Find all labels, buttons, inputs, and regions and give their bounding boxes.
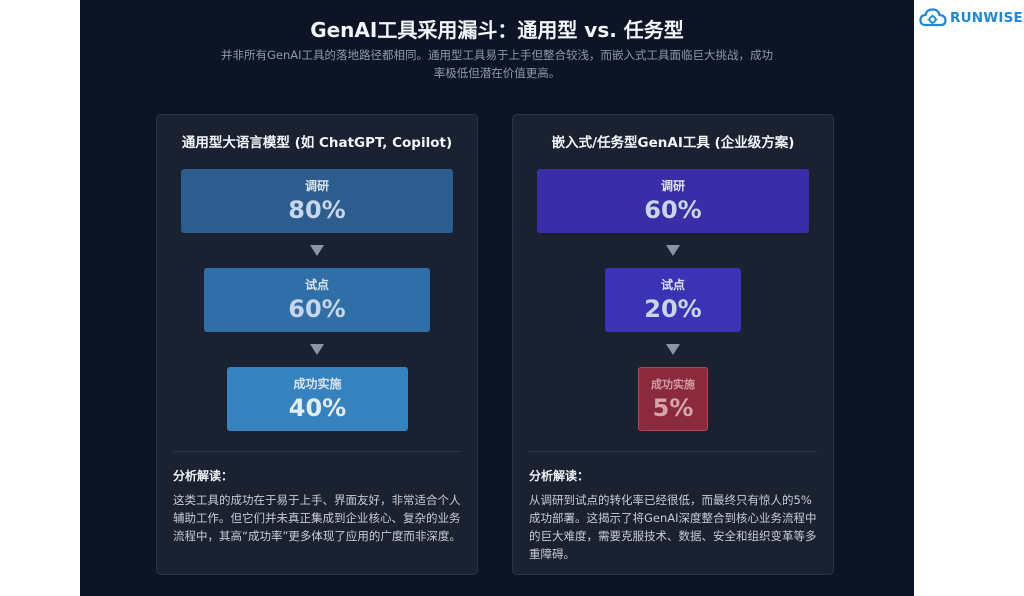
logo-text: RUNWISE bbox=[950, 10, 1023, 26]
down-arrow-icon bbox=[310, 344, 324, 355]
funnel-stage-pilot: 试点 20% bbox=[605, 268, 741, 332]
analysis-title: 分析解读： bbox=[529, 469, 590, 483]
down-arrow-icon bbox=[666, 344, 680, 355]
page-subtitle: 并非所有GenAI工具的落地路径都相同。通用型工具易于上手但整合较浅，而嵌入式工… bbox=[220, 48, 774, 80]
stage-label: 调研 bbox=[660, 179, 685, 193]
analysis-text: 这类工具的成功在于易于上手、界面友好，非常适合个人辅助工作。但它们并未真正集成到… bbox=[173, 493, 461, 543]
stage-value: 80% bbox=[288, 196, 346, 224]
runwise-logo: RUNWISE bbox=[919, 7, 1023, 29]
stage-label: 试点 bbox=[304, 278, 329, 292]
down-arrow-icon bbox=[666, 245, 680, 256]
funnel-stage-success: 成功实施 40% bbox=[227, 367, 408, 431]
general-llm-card: 通用型大语言模型 (如 ChatGPT, Copilot) 调研 80% 试点 … bbox=[156, 114, 478, 575]
card-title: 嵌入式/任务型GenAI工具 (企业级方案) bbox=[551, 135, 795, 151]
stage-label: 试点 bbox=[660, 278, 685, 292]
stage-value: 20% bbox=[644, 295, 702, 323]
cloud-gear-icon bbox=[919, 8, 947, 27]
funnel-stage-pilot: 试点 60% bbox=[204, 268, 430, 332]
page-title: GenAI工具采用漏斗：通用型 vs. 任务型 bbox=[310, 18, 684, 42]
funnel-stage-success: 成功实施 5% bbox=[638, 367, 708, 431]
divider bbox=[173, 451, 461, 452]
divider bbox=[529, 451, 817, 452]
card-title: 通用型大语言模型 (如 ChatGPT, Copilot) bbox=[181, 135, 453, 151]
analysis-title: 分析解读： bbox=[173, 469, 234, 483]
analysis-text: 从调研到试点的转化率已经很低，而最终只有惊人的5%成功部署。这揭示了将GenAI… bbox=[529, 493, 817, 561]
funnel-stage-research: 调研 60% bbox=[537, 169, 809, 233]
embedded-tool-card: 嵌入式/任务型GenAI工具 (企业级方案) 调研 60% 试点 20% 成功实… bbox=[512, 114, 834, 575]
stage-value: 5% bbox=[652, 394, 694, 422]
down-arrow-icon bbox=[310, 245, 324, 256]
slide: GenAI工具采用漏斗：通用型 vs. 任务型 并非所有GenAI工具的落地路径… bbox=[80, 0, 914, 596]
stage-value: 40% bbox=[288, 394, 347, 422]
stage-label: 成功实施 bbox=[293, 377, 342, 391]
funnel-stage-research: 调研 80% bbox=[181, 169, 453, 233]
stage-value: 60% bbox=[644, 196, 702, 224]
stage-label: 调研 bbox=[304, 179, 329, 193]
stage-label: 成功实施 bbox=[651, 378, 695, 391]
stage-value: 60% bbox=[288, 295, 346, 323]
